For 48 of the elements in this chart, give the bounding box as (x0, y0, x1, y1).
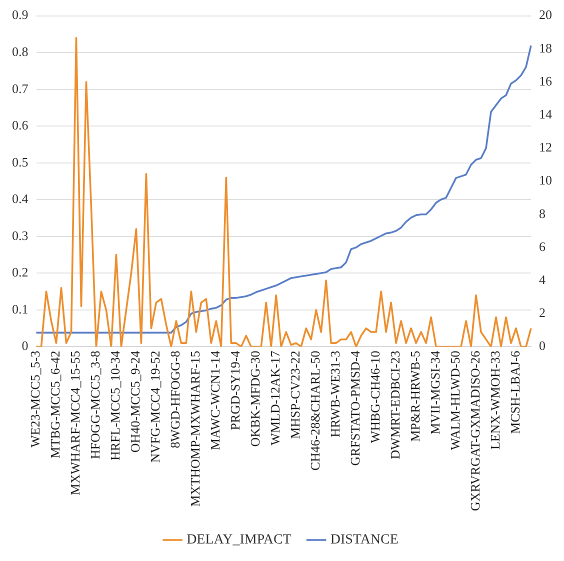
y2-tick-label: 14 (539, 106, 552, 122)
x-tick-label: PRGD-SY19-4 (228, 350, 243, 430)
x-tick-label: WHBG-CH46-10 (368, 350, 382, 444)
y-tick-label: 0 (22, 338, 28, 354)
y2-tick-label: 0 (539, 338, 546, 354)
x-tick-label: MHSP-CV23-22 (288, 350, 303, 439)
x-tick-label: OH40-MCC5_9-24 (128, 350, 143, 453)
y-tick-label: 0.4 (12, 191, 29, 206)
y2-tick-label: 4 (539, 272, 546, 287)
x-tick-label: OKBK-MFDG-30 (248, 350, 263, 447)
x-tick-label: WMLD-12AK-17 (268, 350, 283, 446)
x-tick-label: MCSH-LBAJ-6 (507, 350, 522, 434)
y-tick-label: 0.5 (12, 154, 28, 170)
y-tick-label: 0.2 (12, 264, 28, 280)
x-tick-label: MVII-MGSI-34 (427, 350, 442, 435)
y2-tick-label: 6 (539, 238, 546, 254)
y-tick-label: 0.6 (12, 118, 29, 133)
x-tick-label: CH46-28&CHARL-50 (308, 350, 323, 471)
y2-tick-label: 18 (539, 40, 552, 56)
y2-tick-label: 10 (539, 172, 552, 188)
y-tick-label: 0.7 (12, 80, 29, 96)
y-tick-label: 0.9 (12, 7, 28, 22)
y2-tick-label: 12 (539, 140, 552, 155)
x-tick-label: DWMRT-EDBCI-23 (387, 350, 402, 460)
y-tick-label: 0.8 (12, 44, 28, 59)
y2-tick-label: 16 (539, 73, 552, 88)
y2-tick-label: 8 (539, 206, 546, 221)
legend-label: DISTANCE (330, 532, 398, 548)
x-tick-label: GRFSTATO-PMSD-4 (348, 350, 363, 466)
y2-tick-label: 20 (539, 7, 552, 22)
x-tick-label: LENX-WMOH-33 (487, 350, 502, 450)
y2-tick-label: 2 (539, 305, 546, 320)
x-tick-label: MXWHARF-MCC4_15-55 (68, 350, 83, 496)
x-tick-label: 8WGD-HFOGG-8 (168, 350, 183, 448)
x-tick-label: HRWB-WE31-3 (328, 350, 343, 438)
x-tick-label: WALM-HLWD-50 (447, 350, 462, 450)
y-tick-label: 0.3 (12, 228, 28, 243)
x-tick-label: WE23-MCC5_5-3 (28, 350, 43, 448)
legend-label: DELAY_IMPACT (186, 532, 292, 548)
y-tick-label: 0.1 (12, 301, 28, 316)
x-tick-label: GXRVRGAT-GXMADISO-26 (467, 350, 482, 511)
x-tick-label: MTBG-MCC5_6-42 (48, 350, 63, 458)
x-tick-label: NVFG-MCC4_19-52 (148, 350, 163, 463)
x-tick-label: MAWC-WCN1-14 (208, 350, 223, 450)
x-tick-label: MXTHOMP-MXWHARF-15 (188, 350, 203, 507)
x-tick-label: HFOGG-MCC5_3-8 (88, 350, 103, 460)
x-tick-label: HRFL-MCC5_10-34 (108, 350, 123, 461)
x-tick-label: MP&R-HRWB-5 (407, 350, 422, 442)
